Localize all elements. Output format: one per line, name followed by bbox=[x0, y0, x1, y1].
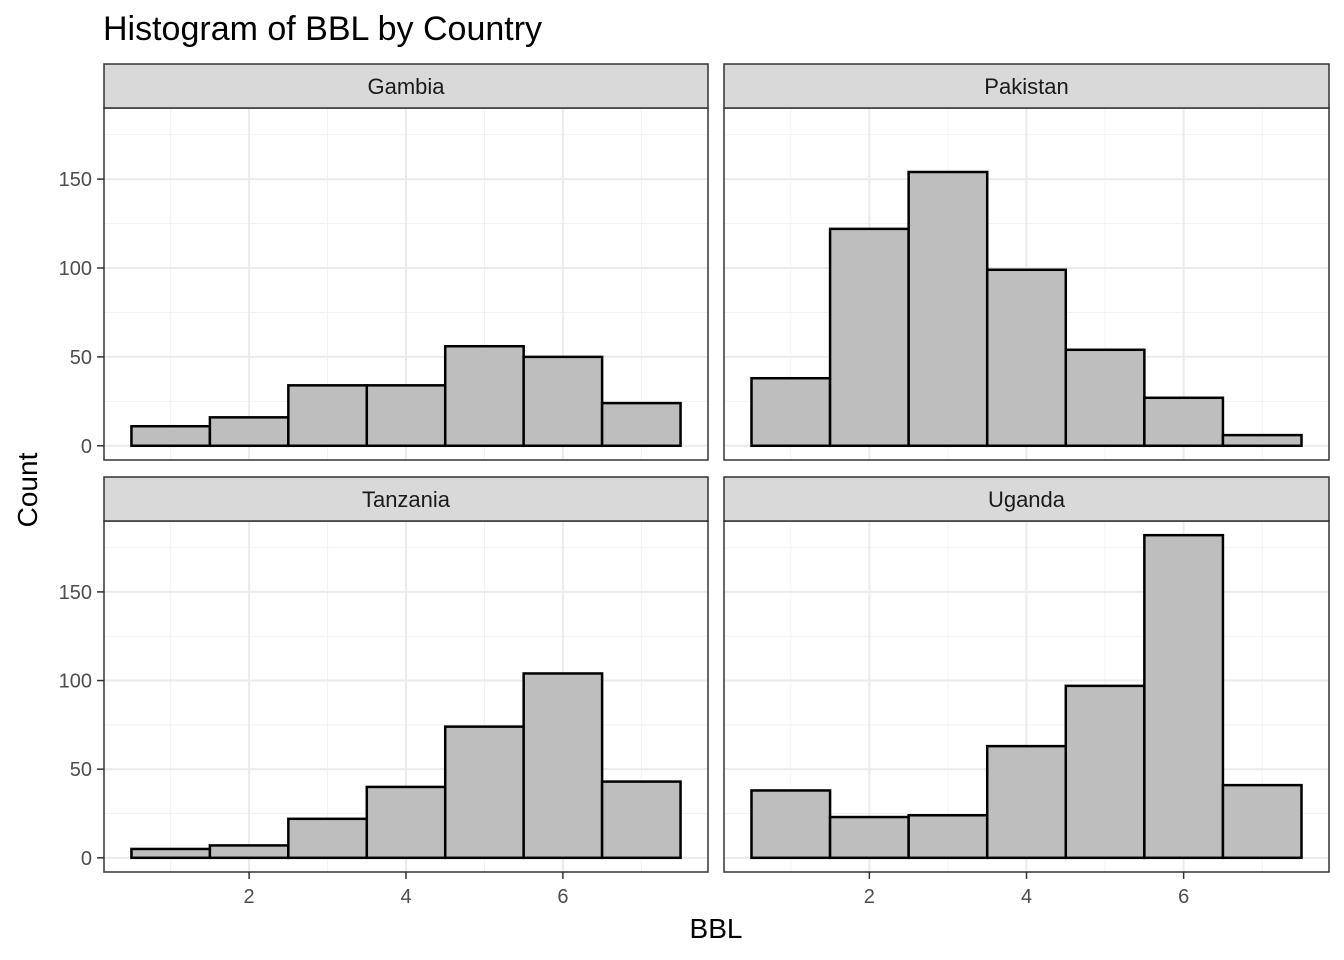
histogram-bar bbox=[287, 384, 369, 448]
histogram-bar bbox=[443, 725, 525, 860]
y-tick-label: 100 bbox=[59, 671, 92, 693]
x-tick-label: 2 bbox=[244, 886, 255, 908]
histogram-bar bbox=[365, 785, 447, 860]
histogram-bar bbox=[1221, 433, 1303, 448]
x-tick-label: 4 bbox=[400, 886, 411, 908]
facet-strip bbox=[103, 476, 709, 522]
y-tick-label: 50 bbox=[70, 759, 92, 781]
histogram-bar bbox=[750, 376, 832, 448]
histogram-bar bbox=[1064, 684, 1146, 860]
histogram-bar bbox=[130, 424, 212, 448]
histogram-bar bbox=[1064, 348, 1146, 448]
histogram-bar bbox=[985, 744, 1068, 860]
facet-strip bbox=[723, 476, 1330, 522]
histogram-bar bbox=[828, 227, 910, 448]
histogram-bar bbox=[443, 344, 525, 448]
y-tick-label: 150 bbox=[59, 582, 92, 604]
facet-uganda: Uganda 2 4 6 bbox=[723, 476, 1330, 908]
x-axis-title: BBL bbox=[690, 913, 743, 944]
y-tick-label: 0 bbox=[81, 848, 92, 870]
histogram-bar bbox=[365, 384, 447, 448]
facet-strip-label: Pakistan bbox=[984, 74, 1068, 99]
facet-strip bbox=[723, 63, 1330, 109]
y-tick-label: 100 bbox=[59, 258, 92, 280]
facet-panels: Gambia 0 50 100 150 Pakistan Tanzania 0 50 100 150… bbox=[59, 63, 1330, 908]
histogram-bar bbox=[1143, 533, 1225, 860]
y-tick-label: 150 bbox=[59, 169, 92, 191]
histogram-bar bbox=[1143, 396, 1225, 448]
histogram-bar bbox=[1221, 783, 1303, 860]
y-tick-label: 0 bbox=[81, 436, 92, 458]
x-tick-label: 2 bbox=[864, 886, 875, 908]
facet-strip-label: Tanzania bbox=[362, 487, 451, 512]
histogram-bar bbox=[907, 170, 989, 448]
histogram-bar bbox=[208, 416, 290, 448]
facet-strip-label: Gambia bbox=[367, 74, 445, 99]
facet-strip bbox=[103, 63, 709, 109]
histogram-bar bbox=[600, 401, 682, 448]
y-tick-label: 50 bbox=[70, 347, 92, 369]
histogram-bar bbox=[907, 814, 989, 860]
histogram-bar bbox=[600, 780, 682, 860]
y-axis-title: Count bbox=[12, 452, 43, 527]
histogram-bar bbox=[130, 847, 212, 860]
histogram-bar bbox=[522, 355, 604, 448]
facet-strip-label: Uganda bbox=[988, 487, 1066, 512]
histogram-bar bbox=[208, 844, 290, 860]
histogram-bar bbox=[287, 817, 369, 860]
histogram-bar bbox=[828, 815, 910, 860]
histogram-bar bbox=[522, 672, 604, 860]
x-tick-label: 4 bbox=[1021, 886, 1032, 908]
x-tick-label: 6 bbox=[1178, 886, 1189, 908]
x-tick-label: 6 bbox=[557, 886, 568, 908]
histogram-bar bbox=[750, 789, 832, 860]
facet-tanzania: Tanzania 0 50 100 150 2 4 6 bbox=[59, 476, 709, 908]
histogram-bar bbox=[985, 268, 1068, 448]
facet-pakistan: Pakistan bbox=[723, 63, 1330, 461]
chart-title: Histogram of BBL by Country bbox=[103, 10, 542, 48]
facet-gambia: Gambia 0 50 100 150 bbox=[59, 63, 709, 461]
